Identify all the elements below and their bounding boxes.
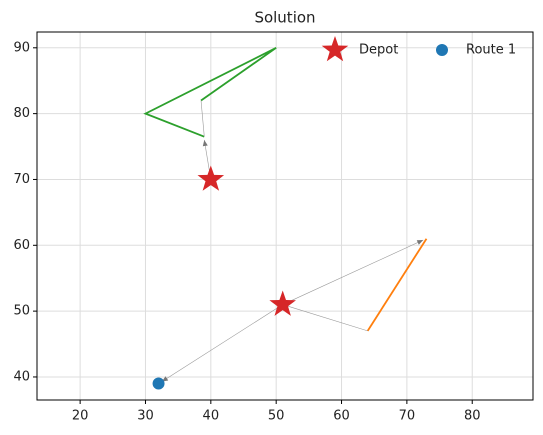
plot-frame	[36, 31, 534, 401]
x-tick-label: 50	[268, 409, 285, 424]
legend-label: Depot	[359, 43, 398, 58]
route-line	[282, 304, 368, 332]
y-tick-label: 50	[13, 304, 30, 319]
route-line	[143, 46, 277, 138]
route-line	[366, 238, 428, 332]
x-tick-label: 60	[333, 409, 350, 424]
y-tick-label: 80	[13, 106, 30, 121]
y-tick-label: 60	[13, 238, 30, 253]
legend-label: Route 1	[466, 43, 516, 58]
y-tick-label: 90	[13, 40, 30, 55]
y-tick-label: 40	[13, 369, 30, 384]
arrow-head	[202, 139, 208, 147]
legend-marker	[436, 44, 448, 56]
x-tick-label: 20	[72, 409, 89, 424]
depot-marker	[269, 290, 296, 316]
x-tick-label: 80	[464, 409, 481, 424]
x-tick-label: 30	[137, 409, 154, 424]
route-line	[200, 100, 205, 137]
arrow-head	[416, 240, 424, 245]
route-line	[282, 239, 424, 305]
depot-marker	[197, 165, 225, 191]
x-tick-label: 70	[399, 409, 416, 424]
chart-title: Solution	[254, 9, 315, 27]
legend-marker	[321, 36, 349, 62]
route-line	[161, 304, 283, 382]
y-tick-label: 70	[13, 172, 30, 187]
x-tick-label: 40	[203, 409, 220, 424]
route-point	[152, 377, 165, 390]
